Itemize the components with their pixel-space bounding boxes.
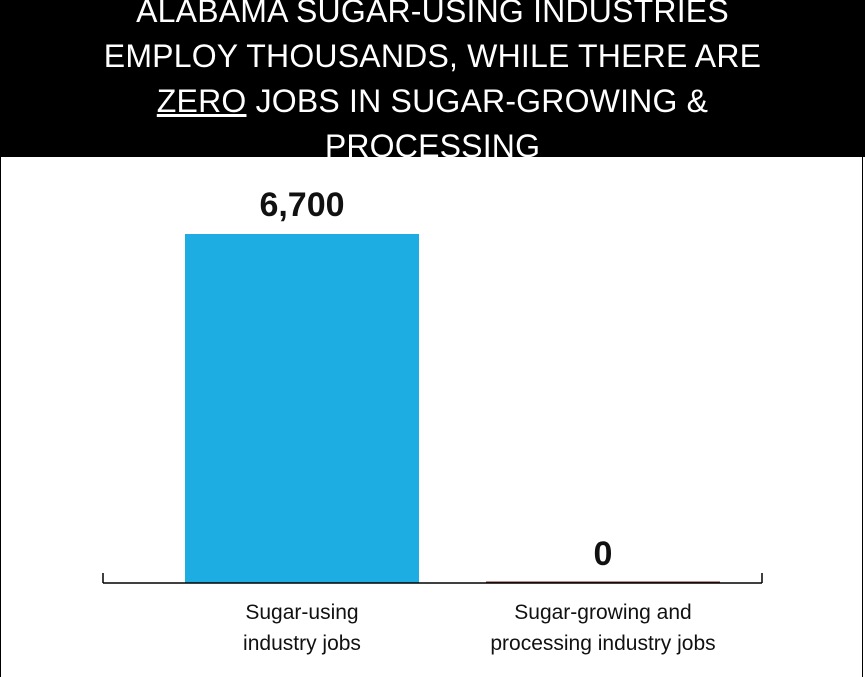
- data-label-1: 6,700: [259, 186, 344, 224]
- title-part-2: JOBS IN SUGAR-GROWING & PROCESSING: [246, 82, 709, 164]
- title-banner: ALABAMA SUGAR-USING INDUSTRIES EMPLOY TH…: [0, 0, 865, 164]
- title-part-1: ALABAMA SUGAR-USING INDUSTRIES EMPLOY TH…: [103, 0, 762, 74]
- data-label-2: 0: [594, 535, 613, 573]
- category-label-2-line-2: processing industry jobs: [490, 632, 716, 655]
- title-emphasis: ZERO: [156, 82, 247, 119]
- category-label-2: Sugar-growing and processing industry job…: [453, 597, 753, 659]
- category-label-1-line-2: industry jobs: [243, 632, 361, 655]
- bar-1: [185, 234, 419, 583]
- category-label-2-line-1: Sugar-growing and: [514, 601, 692, 624]
- chart-title: ALABAMA SUGAR-USING INDUSTRIES EMPLOY TH…: [73, 0, 793, 169]
- category-label-1-line-1: Sugar-using: [245, 601, 359, 624]
- category-label-1: Sugar-using industry jobs: [152, 597, 452, 659]
